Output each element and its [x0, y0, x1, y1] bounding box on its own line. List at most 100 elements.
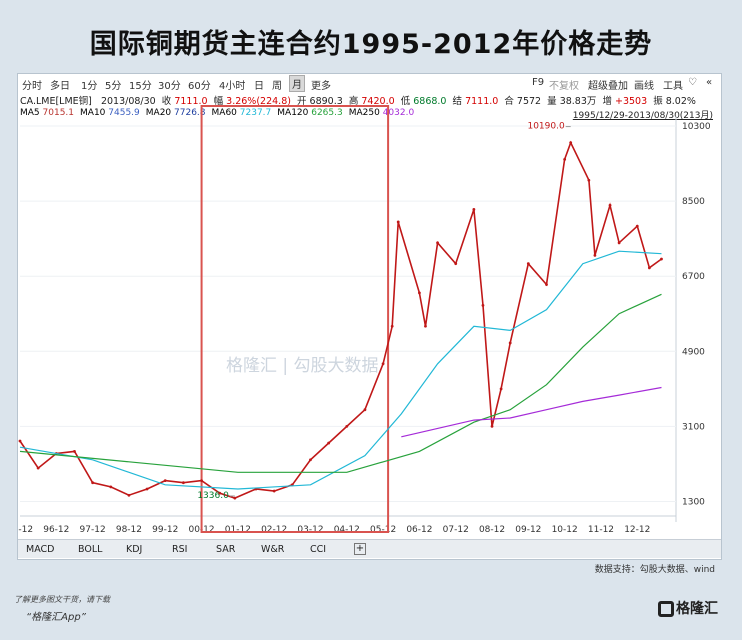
period-tab[interactable]: 分时: [22, 81, 42, 92]
x-tick-label: 06-12: [406, 525, 432, 535]
low-label: 低: [400, 96, 411, 107]
data-point: [145, 487, 149, 491]
tab-boll[interactable]: BOLL: [78, 544, 103, 555]
settle-value: 7111.0: [465, 96, 499, 107]
data-point: [436, 241, 439, 245]
x-tick-label: 10-12: [552, 525, 578, 535]
data-point: [647, 266, 651, 270]
period-tab[interactable]: 5分: [105, 81, 122, 92]
overlay-button[interactable]: 超级叠加: [588, 81, 628, 92]
ma-legend-item: MA20 7726.8: [146, 108, 206, 118]
period-tab[interactable]: 日: [254, 81, 264, 92]
amp-label: 振: [653, 96, 663, 107]
y-tick-label: 4900: [682, 347, 705, 357]
period-tab[interactable]: 周: [272, 81, 282, 92]
x-tick-label: 98-12: [116, 525, 142, 535]
period-tab-active[interactable]: 月: [289, 75, 305, 92]
period-tab[interactable]: 多日: [50, 81, 70, 92]
quote-info: CA.LME[LME铜] 2013/08/30 收 7111.0 幅 3.26%…: [20, 93, 696, 107]
f9-button[interactable]: F9: [532, 77, 545, 88]
double-chevron-left-icon[interactable]: «: [706, 77, 713, 88]
data-point: [472, 208, 476, 211]
oi-label: 合: [504, 96, 514, 107]
data-point: [396, 220, 400, 224]
ma-legend-value: 7726.8: [174, 108, 206, 118]
ma-legend-value: 7455.9: [108, 108, 140, 118]
oi-value: 7572: [516, 96, 542, 107]
ma-legend-value: 4032.0: [382, 108, 415, 118]
y-tick-label: 6700: [682, 272, 705, 282]
tab-macd[interactable]: MACD: [26, 544, 55, 555]
tab-sar[interactable]: SAR: [216, 544, 236, 555]
logo-icon: [658, 601, 674, 617]
x-tick-label: 05-12: [370, 525, 396, 535]
ma-legend-item: MA120 6265.3: [277, 108, 342, 118]
series-line-ma250: [401, 386, 662, 438]
data-point: [454, 262, 458, 266]
data-point: [508, 341, 512, 345]
period-tab[interactable]: 60分: [188, 81, 211, 92]
high-label: 高: [348, 96, 359, 107]
data-point: [163, 479, 167, 483]
date-range[interactable]: 1995/12/29-2013/08/30(213月): [572, 111, 713, 121]
x-tick-label: 04-12: [334, 525, 360, 535]
volume-label: 量: [547, 96, 557, 107]
data-point: [181, 481, 185, 485]
data-point: [608, 203, 612, 207]
x-tick-label: 97-12: [80, 525, 106, 535]
data-point: [73, 450, 76, 453]
tab-wr[interactable]: W&R: [261, 544, 285, 555]
low-value: 6868.0: [413, 96, 447, 107]
ma-legend-value: 6265.3: [311, 108, 343, 118]
high-value: 7420.0: [361, 96, 395, 107]
data-point: [490, 424, 494, 428]
ma-legend-item: MA5 7015.1: [20, 108, 74, 118]
heart-icon[interactable]: ♡: [688, 77, 697, 88]
change-label: 幅: [213, 96, 224, 107]
period-tab[interactable]: 1分: [81, 81, 98, 92]
x-tick-label: 11-12: [588, 525, 614, 535]
period-tab[interactable]: 15分: [129, 81, 152, 92]
x-tick-label: 12-12: [624, 525, 650, 535]
add-indicator-button[interactable]: +: [354, 543, 366, 555]
tab-rsi[interactable]: RSI: [172, 544, 188, 555]
no-adjust-button[interactable]: 不复权: [549, 81, 579, 92]
logo-text: 格隆汇: [676, 601, 718, 617]
position-value: +3503: [615, 96, 648, 107]
tab-cci[interactable]: CCI: [310, 544, 327, 555]
chart-panel: 分时 多日 1分 5分 15分 30分 60分 4小时 日 周 月 更多 F9 …: [17, 73, 722, 560]
data-point: [660, 257, 663, 261]
y-tick-label: 1300: [682, 497, 705, 507]
ma-legend-item: MA10 7455.9: [80, 108, 140, 118]
series-line-ma60: [19, 250, 662, 490]
y-tick-label: 10300: [682, 122, 711, 132]
ma-legend-label: MA250: [348, 108, 383, 118]
ma-legend: MA5 7015.1 MA10 7455.9 MA20 7726.8 MA60 723…: [20, 108, 420, 118]
indicator-tabs: MACD BOLL KDJ RSI SAR W&R CCI +: [18, 539, 721, 558]
change-value: 3.26%(224.8): [226, 96, 291, 107]
period-tab[interactable]: 4小时: [219, 81, 246, 92]
x-tick-label: 96-12: [43, 525, 69, 535]
series-line-price: [19, 140, 662, 499]
draw-line-button[interactable]: 画线: [634, 81, 654, 92]
tools-button[interactable]: 工具: [663, 81, 683, 92]
ma-legend-label: MA5: [20, 108, 43, 118]
data-point: [218, 491, 222, 495]
x-tick-label: 03-12: [297, 525, 323, 535]
data-point: [635, 224, 639, 228]
ma-legend-label: MA10: [80, 108, 109, 118]
data-point: [91, 481, 95, 485]
x-tick-label: 99-12: [152, 525, 178, 535]
tab-kdj[interactable]: KDJ: [126, 544, 143, 555]
footer-app: “格隆汇App”: [26, 612, 86, 623]
data-point: [36, 466, 40, 470]
data-point: [526, 262, 530, 266]
data-point: [545, 283, 548, 286]
data-point: [109, 485, 113, 489]
period-tab[interactable]: 30分: [158, 81, 181, 92]
quote-date: 2013/08/30: [100, 96, 156, 107]
price-chart: 10300 8500 6700 4900 3100 1300 95-12 96-12 97-12…: [18, 105, 711, 535]
x-tick-label: 08-12: [479, 525, 505, 535]
period-tab[interactable]: 更多: [311, 81, 331, 92]
data-point: [381, 362, 385, 366]
